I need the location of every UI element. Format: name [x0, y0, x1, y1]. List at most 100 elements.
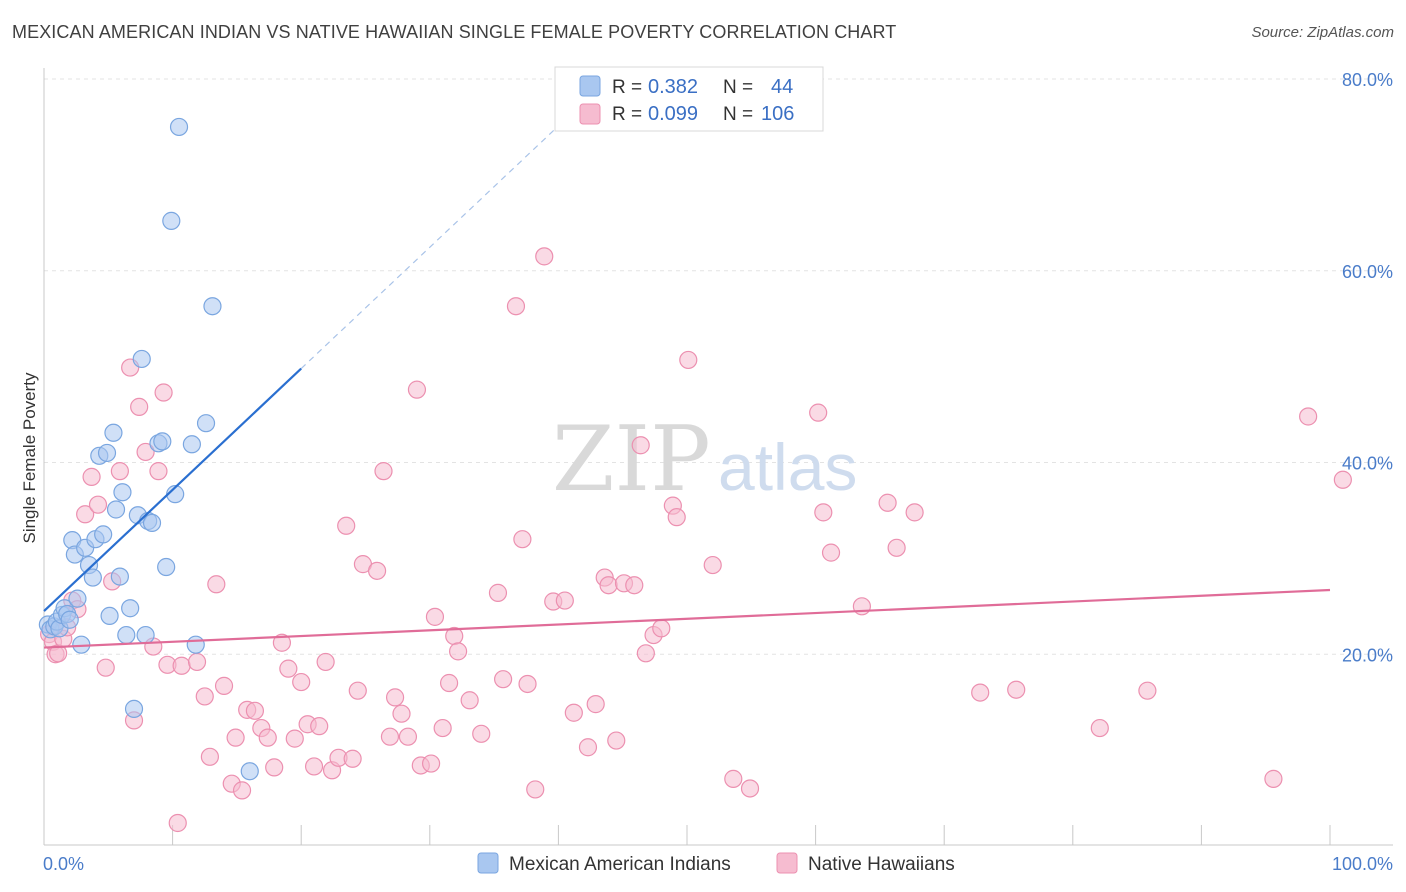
native-hawaiians-point-69: [506, 297, 526, 316]
native-hawaiians-point-70: [513, 530, 532, 549]
native-hawaiians-point-19: [149, 462, 168, 481]
mexican-american-indians-point-40: [186, 635, 205, 654]
native-hawaiians-point-60: [425, 607, 445, 626]
native-hawaiians-point-51: [367, 561, 387, 580]
mexican-american-indians-point-42: [203, 297, 222, 316]
native-hawaiians-point-25: [195, 687, 214, 706]
native-hawaiians-point-10: [88, 495, 108, 514]
mexican-american-indians-point-15: [83, 568, 102, 587]
native-hawaiians-point-28: [214, 676, 234, 695]
trend-line-mexican-american-indians: [43, 367, 302, 612]
native-hawaiians-point-71: [518, 674, 537, 694]
mexican-american-indians-point-29: [132, 349, 151, 369]
series-legend-label-blue: Mexican American Indians: [509, 854, 731, 875]
series-legend-swatch-pink: [776, 852, 798, 874]
mexican-american-indians-point-24: [113, 483, 132, 502]
native-hawaiians-point-8: [76, 505, 95, 524]
native-hawaiians-point-103: [1090, 718, 1109, 738]
native-hawaiians-point-49: [348, 681, 367, 700]
native-hawaiians-point-27: [207, 575, 226, 594]
native-hawaiians-point-30: [226, 728, 245, 747]
native-hawaiians-point-59: [421, 754, 441, 773]
mexican-american-indians-point-38: [169, 117, 189, 137]
x-tick-label-min: 0.0%: [43, 854, 84, 874]
stats-legend-n-value-1: 44: [771, 76, 793, 98]
native-hawaiians-point-80: [599, 576, 618, 595]
native-hawaiians-point-78: [586, 695, 605, 714]
series-legend-label-pink: Native Hawaiians: [808, 854, 955, 875]
mexican-american-indians-point-39: [182, 435, 201, 454]
axes: [43, 68, 1393, 846]
stats-legend-swatch-blue: [579, 75, 601, 97]
native-hawaiians-point-67: [488, 583, 508, 602]
trend-line-native-hawaiians: [43, 588, 1331, 649]
stats-legend-n-label-2: N =: [723, 104, 753, 125]
mexican-american-indians-point-35: [157, 557, 176, 577]
trend-lines: [43, 125, 1331, 649]
mexican-american-indians-point-32: [142, 513, 162, 533]
native-hawaiians-point-26: [200, 747, 219, 766]
native-hawaiians-point-44: [316, 652, 335, 672]
native-hawaiians-point-105: [1264, 769, 1283, 788]
stats-legend-swatch-pink: [579, 103, 601, 125]
native-hawaiians-point-99: [887, 538, 906, 557]
mexican-american-indians-point-34: [153, 432, 172, 451]
native-hawaiians-point-62: [439, 673, 459, 693]
native-hawaiians-point-47: [337, 516, 356, 535]
native-hawaiians-point-95: [814, 503, 833, 522]
series-legend: Mexican American Indians Native Hawaiian…: [477, 852, 955, 875]
mexican-american-indians-point-36: [162, 211, 181, 230]
native-hawaiians-point-9: [82, 467, 101, 486]
mexican-american-indians-point-30: [136, 625, 155, 645]
native-hawaiians-point-87: [652, 619, 671, 638]
watermark: ZIP atlas: [552, 407, 857, 512]
native-hawaiians-point-68: [494, 670, 513, 689]
native-hawaiians-point-84: [631, 436, 650, 455]
native-hawaiians-point-23: [172, 656, 191, 675]
native-hawaiians-point-20: [154, 383, 173, 402]
native-hawaiians-point-38: [279, 659, 298, 678]
native-hawaiians-point-52: [374, 462, 393, 481]
native-hawaiians-point-100: [905, 503, 924, 522]
watermark-zip: ZIP: [552, 407, 711, 512]
native-hawaiians-point-96: [821, 543, 841, 562]
trend-line-extension-mexican-american-indians: [300, 125, 559, 369]
native-hawaiians-point-17: [136, 442, 155, 462]
mexican-american-indians-point-19: [97, 443, 117, 463]
native-hawaiians-point-61: [433, 718, 452, 738]
native-hawaiians-point-57: [407, 380, 427, 399]
native-hawaiians-point-31: [232, 781, 252, 800]
native-hawaiians-point-43: [310, 717, 329, 736]
mexican-american-indians-point-41: [196, 414, 216, 433]
native-hawaiians-point-66: [472, 724, 491, 743]
mexican-american-indians-point-21: [104, 423, 123, 442]
native-hawaiians-point-24: [187, 652, 207, 672]
mexican-american-indians-point-43: [240, 762, 259, 781]
native-hawaiians-point-89: [667, 508, 686, 527]
native-hawaiians-point-106: [1299, 407, 1318, 426]
native-hawaiians-point-35: [258, 728, 277, 747]
native-hawaiians-point-94: [809, 403, 828, 422]
y-axis-title: Single Female Poverty: [20, 372, 39, 544]
native-hawaiians-point-53: [380, 727, 400, 746]
stats-legend-n-value-2: 106: [761, 103, 794, 125]
series-native-hawaiians: [40, 247, 1352, 833]
native-hawaiians-point-36: [265, 758, 284, 777]
native-hawaiians-point-73: [535, 247, 554, 266]
native-hawaiians-point-39: [285, 729, 304, 748]
y-tick-label-20: 20.0%: [1342, 645, 1393, 665]
native-hawaiians-point-92: [724, 769, 743, 788]
native-hawaiians-point-72: [526, 780, 545, 799]
native-hawaiians-point-16: [130, 397, 149, 416]
native-hawaiians-point-90: [679, 350, 698, 370]
series-legend-swatch-blue: [477, 852, 499, 874]
stats-legend-r-value-2: 0.099: [648, 103, 698, 125]
native-hawaiians-point-101: [971, 683, 990, 702]
native-hawaiians-point-13: [110, 462, 129, 481]
mexican-american-indians-point-27: [124, 699, 144, 718]
native-hawaiians-point-42: [304, 757, 324, 776]
mexican-american-indians-point-23: [110, 567, 129, 586]
stats-legend: R = 0.382 N = 44 R = 0.099 N = 106: [554, 66, 824, 132]
stats-legend-r-label-1: R =: [612, 77, 642, 98]
